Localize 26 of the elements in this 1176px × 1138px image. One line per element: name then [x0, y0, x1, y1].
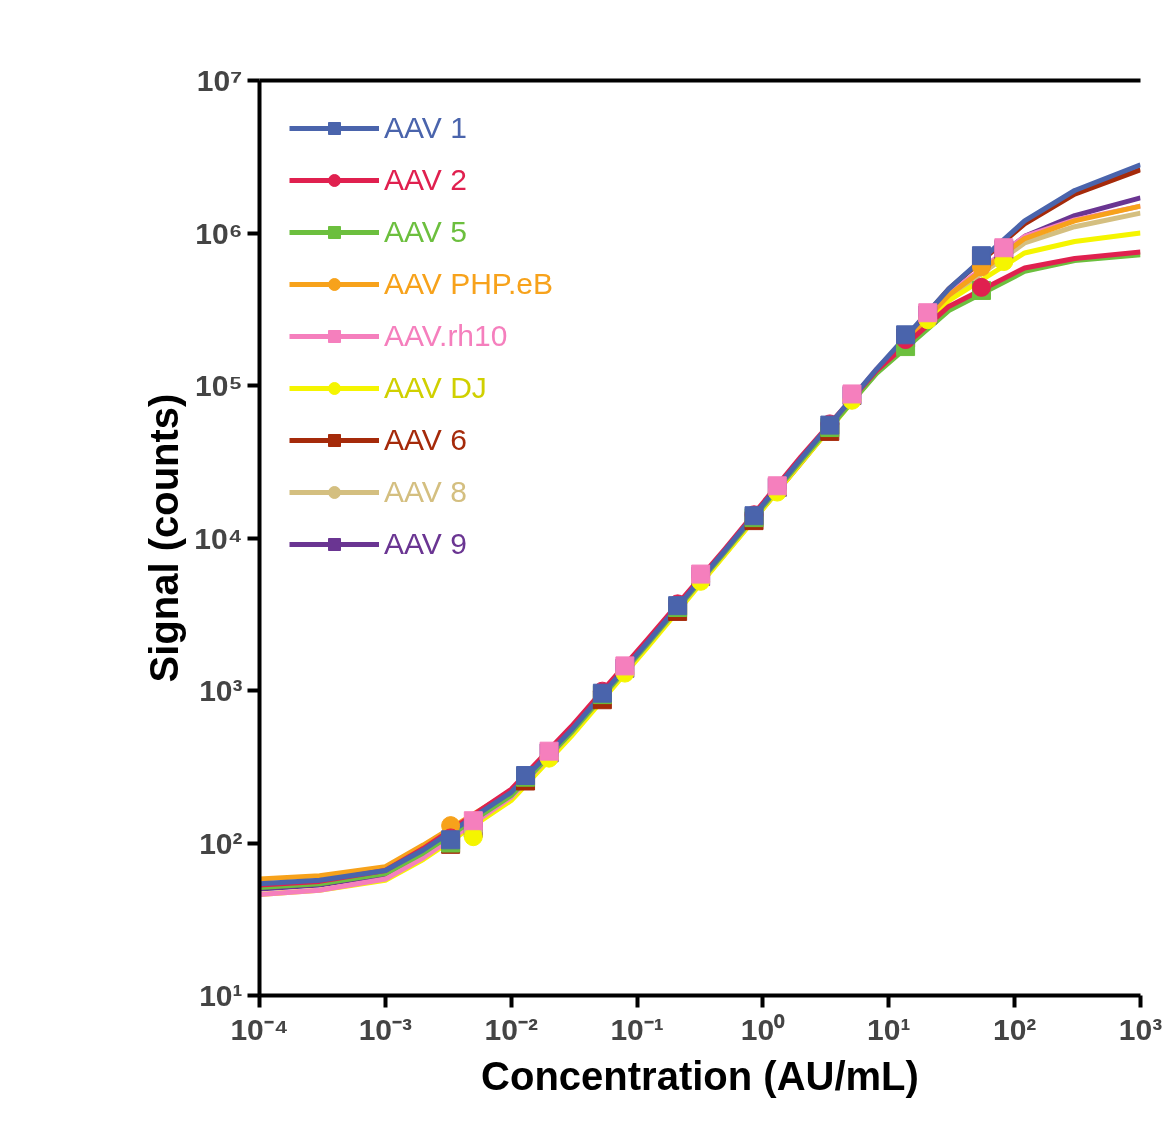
legend-label: AAV 5 [384, 215, 467, 249]
legend-label: AAV 9 [384, 527, 467, 561]
x-tick-label: 10⁻¹ [610, 1012, 664, 1046]
y-tick-label: 10³ [199, 674, 243, 707]
legend-label: AAV DJ [384, 371, 487, 405]
x-tick-label: 10¹ [867, 1012, 911, 1046]
legend-label: AAV.rh10 [384, 319, 508, 353]
x-axis-title: Concentration (AU/mL) [481, 1053, 919, 1098]
legend-label: AAV PHP.eB [384, 267, 553, 301]
legend-label: AAV 2 [384, 163, 467, 197]
x-tick-label: 10⁻² [484, 1012, 538, 1046]
legend-label: AAV 1 [384, 111, 467, 145]
legend-label: AAV 6 [384, 423, 467, 457]
x-tick-label: 10⁻⁴ [230, 1012, 289, 1046]
x-tick-label: 10³ [1118, 1012, 1163, 1046]
y-tick-label: 10⁵ [195, 369, 243, 402]
x-tick-label: 10⁰ [740, 1012, 786, 1046]
y-axis-title: Signal (counts) [142, 393, 187, 683]
y-tick-label: 10⁷ [196, 64, 243, 97]
y-tick-label: 10⁶ [195, 216, 243, 250]
y-tick-label: 10⁴ [194, 521, 243, 555]
y-tick-label: 10¹ [199, 979, 243, 1012]
x-tick-label: 10⁻³ [358, 1012, 413, 1046]
legend-label: AAV 8 [384, 475, 467, 509]
y-tick-label: 10² [199, 826, 243, 860]
x-tick-label: 10² [992, 1012, 1037, 1046]
